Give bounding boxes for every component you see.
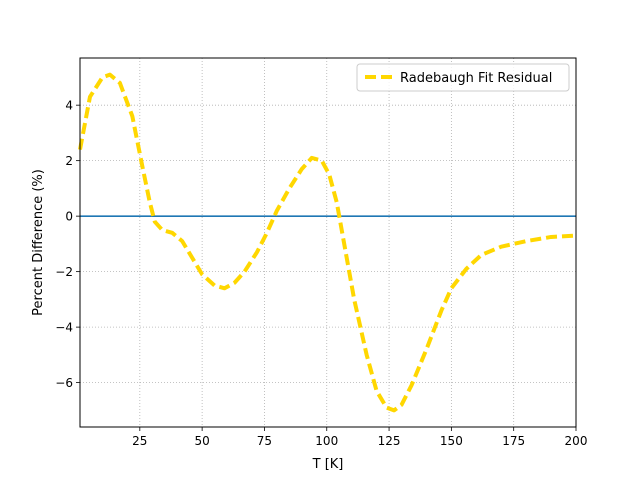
y-tick-label: 4 xyxy=(65,99,73,113)
legend-label-radebaugh-fit-residual: Radebaugh Fit Residual xyxy=(400,71,552,86)
x-axis-ticks: 25 50 75 100 125 150 175 200 xyxy=(132,427,587,448)
y-axis-ticks: −6 −4 −2 0 2 4 xyxy=(55,99,80,390)
axes-frame xyxy=(79,57,577,428)
series-radebaugh-fit-residual-line xyxy=(78,72,577,413)
x-axis-label: T [K] xyxy=(312,457,344,472)
y-tick-label: 0 xyxy=(65,210,73,224)
series-layer xyxy=(78,72,577,413)
x-tick-label: 75 xyxy=(257,434,272,448)
legend: Radebaugh Fit Residual xyxy=(356,63,570,92)
x-tick-label: 125 xyxy=(378,434,401,448)
x-tick-label: 100 xyxy=(315,434,338,448)
x-tick-label: 25 xyxy=(132,434,147,448)
y-tick-label: −2 xyxy=(55,265,73,279)
y-tick-label: −6 xyxy=(55,376,73,390)
y-tick-label: −4 xyxy=(55,321,73,335)
y-tick-label: 2 xyxy=(65,154,73,168)
plot-area xyxy=(80,58,576,427)
x-tick-label: 150 xyxy=(440,434,463,448)
y-axis-label: Percent Difference (%) xyxy=(31,169,46,316)
x-tick-label: 50 xyxy=(194,434,209,448)
x-tick-label: 200 xyxy=(565,434,588,448)
x-tick-label: 175 xyxy=(502,434,525,448)
legend-box xyxy=(356,63,570,92)
